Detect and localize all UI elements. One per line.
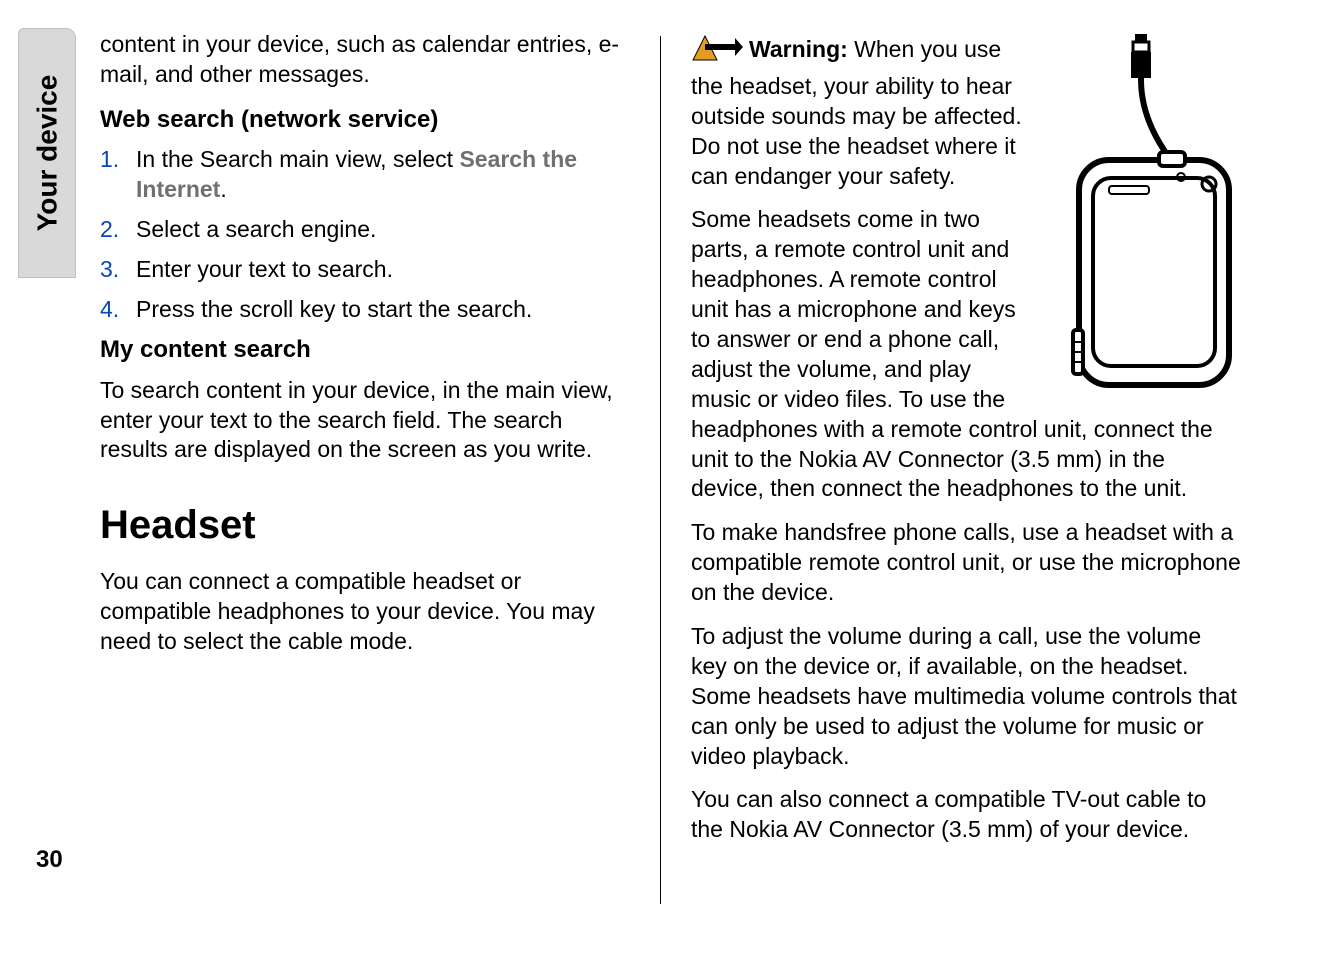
intro-paragraph: content in your device, such as calendar… bbox=[100, 30, 620, 90]
step-1-text-a: In the Search main view, select bbox=[136, 146, 459, 172]
warning-label: Warning: bbox=[749, 36, 848, 62]
section-tab-label: Your device bbox=[31, 75, 63, 232]
headset-heading: Headset bbox=[100, 499, 620, 551]
handsfree-paragraph: To make handsfree phone calls, use a hea… bbox=[691, 518, 1241, 608]
headset-intro: You can connect a compatible headset or … bbox=[100, 567, 620, 657]
column-divider bbox=[660, 36, 661, 904]
step-3: Enter your text to search. bbox=[100, 255, 620, 285]
step-1: In the Search main view, select Search t… bbox=[100, 145, 620, 205]
page-container: Your device 30 content in your device, s… bbox=[0, 0, 1322, 954]
right-content: Warning: When you use the headset, your … bbox=[691, 30, 1241, 845]
device-headset-illustration bbox=[1051, 30, 1241, 390]
web-search-steps: In the Search main view, select Search t… bbox=[100, 145, 620, 324]
device-svg bbox=[1051, 30, 1241, 390]
web-search-heading: Web search (network service) bbox=[100, 104, 620, 135]
page-number: 30 bbox=[36, 846, 63, 874]
section-tab: Your device bbox=[18, 28, 76, 278]
left-column: content in your device, such as calendar… bbox=[100, 30, 630, 934]
tvout-paragraph: You can also connect a compatible TV-out… bbox=[691, 785, 1241, 845]
step-1-text-b: . bbox=[220, 176, 226, 202]
my-content-body: To search content in your device, in the… bbox=[100, 376, 620, 466]
volume-paragraph: To adjust the volume during a call, use … bbox=[691, 622, 1241, 771]
step-2: Select a search engine. bbox=[100, 215, 620, 245]
warning-icon bbox=[691, 30, 743, 72]
right-column: Warning: When you use the headset, your … bbox=[691, 30, 1251, 934]
my-content-heading: My content search bbox=[100, 334, 620, 365]
content-columns: content in your device, such as calendar… bbox=[100, 30, 1302, 934]
step-4: Press the scroll key to start the search… bbox=[100, 295, 620, 325]
